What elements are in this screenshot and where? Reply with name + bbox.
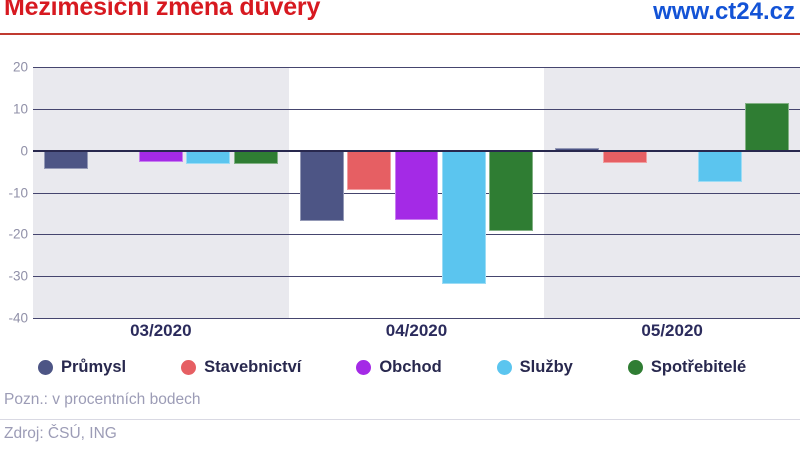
bar-spotřebitelé-04-2020 [489, 150, 534, 231]
x-label-03-2020: 03/2020 [130, 321, 192, 340]
site-link[interactable]: www.ct24.cz [653, 0, 795, 25]
legend-dot-spotřebitelé-icon [627, 359, 643, 375]
bar-stavebnictví-05-2020 [602, 150, 647, 163]
note-text: Pozn.: v procentních bodech [4, 391, 201, 408]
y-axis: 20 10 0 -10 -20 -30 -40 [0, 60, 28, 326]
gridline-30 [33, 276, 800, 278]
title-divider [0, 33, 800, 35]
y-tick-0: 0 [20, 143, 28, 159]
legend-item-služby: Služby [496, 357, 573, 377]
legend-item-spotřebitelé: Spotřebitelé [627, 357, 747, 377]
source-text: Zdroj: ČSÚ, ING [4, 425, 117, 442]
legend-label-průmysl: Průmysl [61, 357, 127, 376]
footer-divider [0, 419, 800, 420]
plot-area [33, 67, 800, 319]
legend-label-spotřebitelé: Spotřebitelé [650, 357, 747, 376]
y-tick-10: -10 [8, 185, 28, 200]
legend: Průmysl Stavebnictví Obchod Služby Spotřebit… [38, 356, 746, 378]
y-tick-40: -40 [8, 310, 28, 326]
bar-služby-05-2020 [697, 150, 742, 183]
legend-label-služby: Služby [519, 357, 573, 376]
bar-stavebnictví-04-2020 [347, 150, 391, 190]
bar-průmysl-04-2020 [299, 150, 344, 221]
bar-spotřebitelé-05-2020 [745, 102, 790, 151]
gridline-10 [33, 108, 800, 110]
legend-dot-stavebnictví-icon [181, 359, 197, 375]
bar-obchod-04-2020 [394, 150, 439, 221]
bar-spotřebitelé-03-2020 [233, 150, 278, 165]
legend-label-stavebnictví: Stavebnictví [204, 357, 302, 376]
gridline-0 [33, 149, 800, 153]
y-tick-20: -20 [8, 226, 28, 242]
legend-item-stavebnictví: Stavebnictví [181, 358, 301, 377]
legend-dot-služby-icon [496, 359, 512, 375]
legend-label-obchod: Obchod [379, 357, 442, 376]
legend-item-průmysl: Průmysl [38, 358, 126, 377]
bar-obchod-03-2020 [138, 150, 183, 162]
gridline-20 [33, 67, 800, 68]
y-tick-10: 10 [12, 101, 28, 117]
page-title: Meziměsíční změna důvěry [4, 0, 321, 21]
legend-item-obchod: Obchod [356, 357, 442, 377]
bar-průmysl-03-2020 [43, 150, 88, 169]
bar-služby-03-2020 [186, 150, 231, 165]
x-label-05-2020: 05/2020 [641, 321, 703, 340]
gridline-20 [33, 234, 800, 236]
y-tick-20: 20 [12, 59, 28, 75]
legend-dot-obchod-icon [356, 359, 372, 375]
bar-služby-04-2020 [441, 150, 486, 285]
x-axis: 03/2020 04/2020 05/2020 [33, 321, 800, 343]
gridline-40 [33, 318, 800, 319]
x-label-04-2020: 04/2020 [385, 321, 448, 340]
legend-dot-průmysl-icon [38, 359, 53, 375]
y-tick-30: -30 [8, 268, 28, 284]
